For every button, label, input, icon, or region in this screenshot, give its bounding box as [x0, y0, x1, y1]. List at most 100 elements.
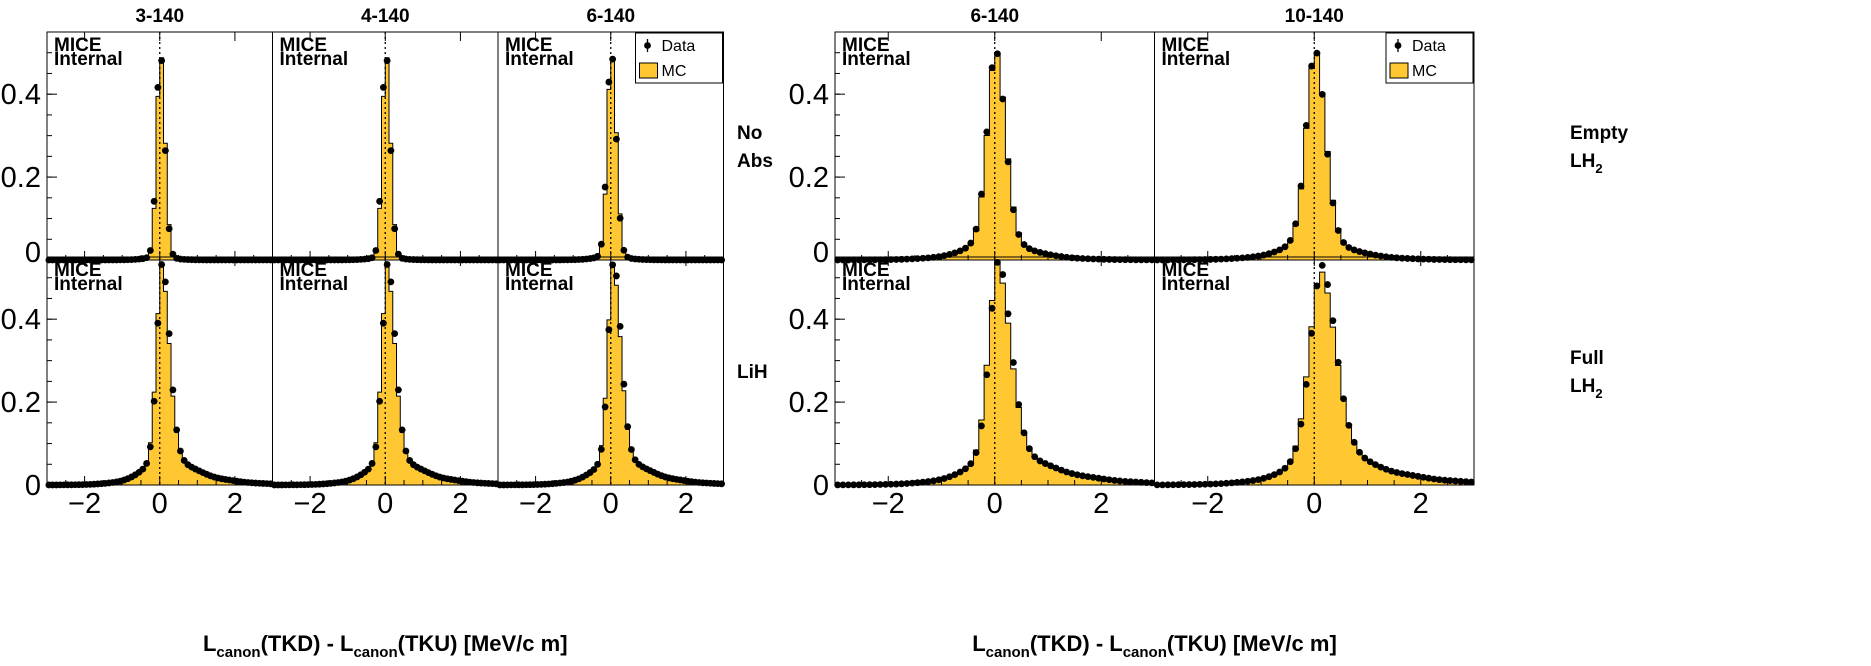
data-point: [628, 446, 635, 453]
data-point: [1462, 478, 1470, 486]
data-point: [1340, 395, 1347, 403]
data-point: [1467, 478, 1475, 486]
data-point: [1420, 473, 1427, 481]
data-point: [620, 246, 628, 254]
data-point: [1025, 445, 1033, 453]
y-tick-label: 0: [25, 470, 41, 502]
watermark-line-1: MICE: [280, 35, 328, 56]
data-point: [631, 456, 639, 464]
data-point: [1446, 477, 1454, 484]
data-point: [1350, 438, 1358, 446]
data-point: [1361, 454, 1369, 462]
data-point: [1041, 460, 1049, 467]
data-point: [983, 371, 991, 379]
row-label-line: LH2: [1570, 151, 1603, 176]
data-point: [376, 197, 384, 205]
data-point: [143, 460, 151, 467]
data-point: [1116, 477, 1124, 485]
x-tick-label: 2: [1093, 488, 1109, 520]
data-point: [898, 255, 905, 263]
data-point: [1345, 421, 1353, 429]
data-point: [914, 479, 921, 487]
y-tick-label: 0.2: [789, 387, 829, 419]
data-point: [1025, 245, 1033, 253]
x-axis-label-part: (TKD) - L: [261, 631, 354, 656]
x-axis-label-part: L: [972, 631, 985, 656]
data-point: [1015, 401, 1023, 408]
x-tick-label: 0: [987, 488, 1003, 520]
watermark-line-2: Internal: [280, 274, 349, 295]
data-point: [1047, 251, 1055, 259]
legend: Data MC: [1385, 32, 1474, 84]
y-tick-label: 0.4: [1, 304, 41, 336]
data-point: [158, 57, 166, 65]
data-point: [1308, 62, 1315, 70]
data-point: [1356, 248, 1363, 255]
data-point: [395, 386, 402, 394]
data-point: [962, 244, 969, 252]
data-point: [956, 468, 964, 476]
row-label-line: LH2: [1570, 376, 1603, 401]
data-point: [1238, 478, 1246, 486]
data-point: [1105, 256, 1113, 263]
data-point: [1425, 255, 1433, 263]
data-point: [1207, 480, 1214, 488]
data-point: [1382, 465, 1390, 473]
legend-data-marker: [644, 42, 651, 49]
data-point: [605, 326, 613, 334]
data-point: [1020, 429, 1028, 437]
data-point: [1100, 475, 1108, 483]
data-point: [1020, 241, 1028, 248]
data-point: [150, 197, 158, 205]
watermark-line-2: Internal: [54, 49, 123, 70]
data-point: [1212, 255, 1220, 263]
data-point: [1435, 476, 1443, 484]
row-label-line: Abs: [737, 151, 773, 172]
data-point: [1292, 445, 1300, 453]
x-tick-label: 2: [452, 488, 468, 520]
data-point: [1127, 478, 1134, 486]
data-point: [1265, 473, 1273, 481]
y-tick-label: 0: [813, 237, 829, 269]
data-point: [1270, 471, 1278, 479]
data-point: [951, 471, 959, 479]
y-tick-label: 0.2: [1, 162, 41, 194]
data-point: [150, 397, 158, 405]
data-point: [930, 477, 937, 485]
legend-data-label: Data: [662, 38, 696, 55]
data-point: [1100, 255, 1108, 263]
column-title: 6-140: [970, 6, 1019, 27]
legend-mc-label: MC: [662, 63, 687, 80]
data-point: [978, 422, 985, 430]
data-point: [1052, 464, 1060, 472]
data-point: [1031, 453, 1039, 461]
watermark-line-1: MICE: [1162, 260, 1210, 281]
y-tick-label: 0: [813, 470, 829, 502]
x-tick-label: −2: [294, 488, 327, 520]
data-point: [994, 258, 1001, 266]
data-point: [978, 190, 985, 198]
data-point: [1132, 478, 1140, 486]
data-point: [988, 64, 996, 72]
data-point: [967, 460, 975, 468]
data-point: [1031, 247, 1039, 255]
data-point: [1286, 237, 1294, 244]
data-point: [1286, 458, 1294, 466]
data-point: [1409, 472, 1417, 479]
data-point: [1084, 473, 1092, 481]
data-point: [364, 465, 372, 473]
y-tick-label: 0.2: [1, 387, 41, 419]
data-point: [368, 460, 376, 467]
data-point: [1249, 477, 1257, 484]
legend-mc-label: MC: [1412, 63, 1437, 80]
data-point: [154, 84, 162, 91]
data-point: [146, 443, 154, 451]
data-point: [1430, 475, 1438, 483]
data-point: [887, 480, 895, 488]
x-tick-label: 2: [227, 488, 243, 520]
x-tick-label: −2: [519, 488, 552, 520]
data-point: [597, 446, 605, 453]
data-point: [1036, 249, 1044, 256]
